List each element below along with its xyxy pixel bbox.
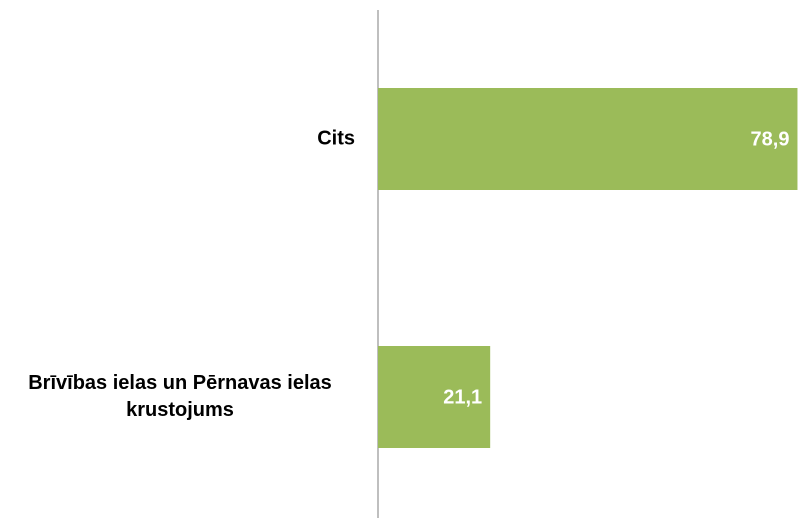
- value-label: 78,9: [751, 128, 790, 150]
- category-label: Brīvības ielas un Pērnavas ielas krustoj…: [28, 372, 332, 421]
- bar: [378, 88, 798, 190]
- bar: [378, 346, 491, 448]
- category-label: Cits: [317, 127, 355, 150]
- value-label: 21,1: [443, 386, 482, 408]
